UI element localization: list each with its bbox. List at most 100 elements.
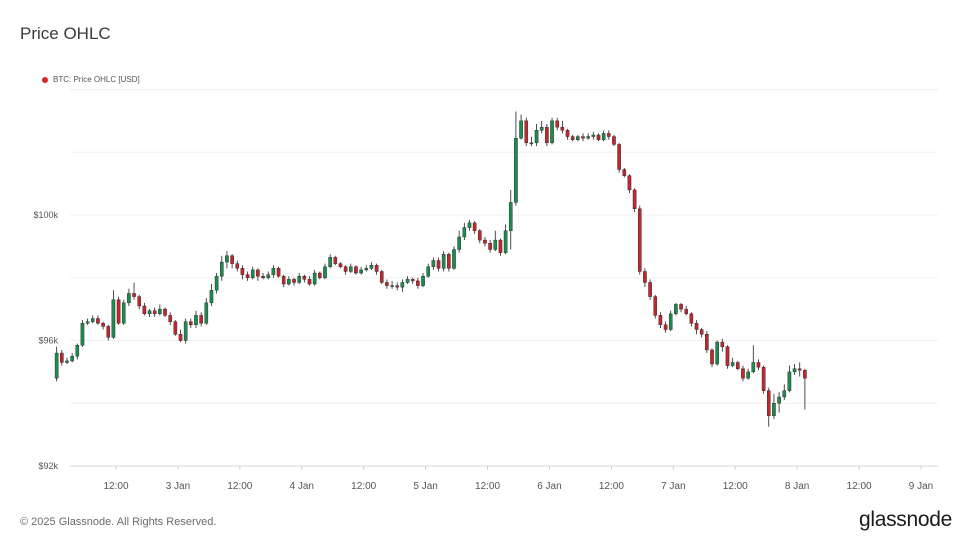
candle-body-down — [436, 260, 441, 269]
y-tick-label: $96k — [38, 336, 58, 346]
x-tick-label: 7 Jan — [661, 481, 685, 492]
candle — [648, 279, 652, 300]
candle-body-down — [725, 346, 730, 366]
candle — [281, 274, 286, 288]
candle-body-up — [534, 130, 539, 144]
candle — [354, 265, 358, 275]
candle-body-down — [379, 271, 384, 283]
x-tick-label: 12:00 — [475, 481, 500, 492]
candle — [746, 368, 750, 380]
candle-body-up — [787, 371, 792, 391]
candle — [488, 240, 492, 253]
candle — [777, 392, 781, 413]
candle — [214, 273, 219, 294]
candle — [431, 257, 436, 270]
candle — [730, 357, 735, 368]
candle-body-down — [168, 315, 172, 322]
candle-body-up — [405, 279, 410, 283]
candle — [632, 188, 637, 212]
chart-legend[interactable]: BTC: Price OHLC [USD] — [42, 75, 140, 84]
candle — [65, 357, 69, 365]
candle — [235, 260, 240, 272]
candle-body-up — [452, 249, 456, 269]
candle — [121, 299, 126, 325]
candle-body-down — [736, 362, 740, 369]
candle-body-up — [772, 403, 776, 417]
ohlc-chart[interactable]: $92k $96k $100k 12:00 3 Jan 12:00 4 Jan 12:00 5 … — [0, 0, 972, 500]
candle-body-up — [369, 265, 374, 269]
candle-body-down — [694, 323, 699, 330]
candle-body-up — [462, 227, 467, 238]
candle-body-up — [312, 272, 317, 285]
candle — [751, 345, 756, 374]
candle — [173, 320, 178, 336]
candle — [534, 124, 539, 146]
candle — [658, 312, 663, 328]
candle — [539, 120, 544, 134]
candle-body-up — [266, 274, 271, 278]
candle — [498, 238, 503, 256]
candle-body-down — [137, 296, 142, 307]
candle-body-down — [276, 268, 281, 277]
candle — [586, 133, 590, 140]
candle-body-up — [576, 136, 580, 140]
candle — [452, 246, 456, 270]
candle — [467, 219, 472, 231]
candle — [617, 142, 621, 173]
candle-body-up — [70, 355, 74, 362]
candle-body-down — [612, 136, 616, 145]
candle — [183, 318, 188, 344]
x-tick-label: 12:00 — [599, 481, 624, 492]
candle-body-up — [209, 290, 214, 304]
chart-area[interactable]: $92k $96k $100k 12:00 3 Jan 12:00 4 Jan 12:00 5 … — [0, 0, 972, 505]
candle — [684, 305, 689, 316]
candle-body-down — [96, 318, 100, 324]
candle — [441, 251, 446, 272]
candle-body-down — [338, 263, 343, 267]
candle — [400, 279, 405, 292]
candle — [519, 114, 523, 140]
candle-body-down — [261, 275, 265, 278]
candle-body-down — [565, 130, 570, 137]
x-tick-label: 6 Jan — [537, 481, 561, 492]
candle — [75, 343, 80, 360]
candle-body-up — [65, 360, 69, 363]
brand-logo[interactable]: glassnode — [858, 508, 952, 531]
candle — [194, 310, 198, 328]
candle-body-up — [328, 257, 332, 267]
candle — [508, 189, 513, 250]
x-tick-label: 4 Jan — [290, 481, 314, 492]
candle-body-up — [297, 275, 301, 283]
candle-body-up — [121, 302, 126, 324]
candle-body-down — [637, 208, 642, 272]
candle-body-up — [85, 321, 90, 324]
candle-body-up — [54, 352, 59, 379]
candle-body-down — [106, 326, 111, 338]
candle-body-down — [199, 315, 203, 324]
candle — [472, 221, 477, 234]
candle — [720, 338, 725, 352]
candle-body-down — [653, 296, 658, 316]
candle-layer — [54, 111, 807, 427]
candle — [70, 353, 74, 363]
candle-body-up — [746, 371, 750, 379]
candle-body-up — [457, 236, 461, 250]
candle — [797, 362, 802, 377]
candle-body-up — [591, 134, 596, 137]
y-tick-label: $100k — [33, 210, 58, 220]
candle-body-up — [271, 268, 276, 275]
candle — [405, 276, 410, 285]
candle-body-up — [348, 266, 353, 272]
candle-body-up — [782, 390, 787, 398]
candle-body-up — [183, 321, 188, 341]
candle — [359, 266, 363, 275]
candle — [622, 167, 627, 178]
candle — [292, 277, 296, 286]
candle-body-up — [508, 202, 513, 231]
candle-body-up — [364, 268, 369, 271]
candle-body-up — [250, 269, 255, 278]
candle-body-down — [152, 310, 157, 315]
candle — [493, 230, 498, 252]
candle-body-down — [560, 126, 565, 131]
candle-body-up — [75, 345, 80, 357]
